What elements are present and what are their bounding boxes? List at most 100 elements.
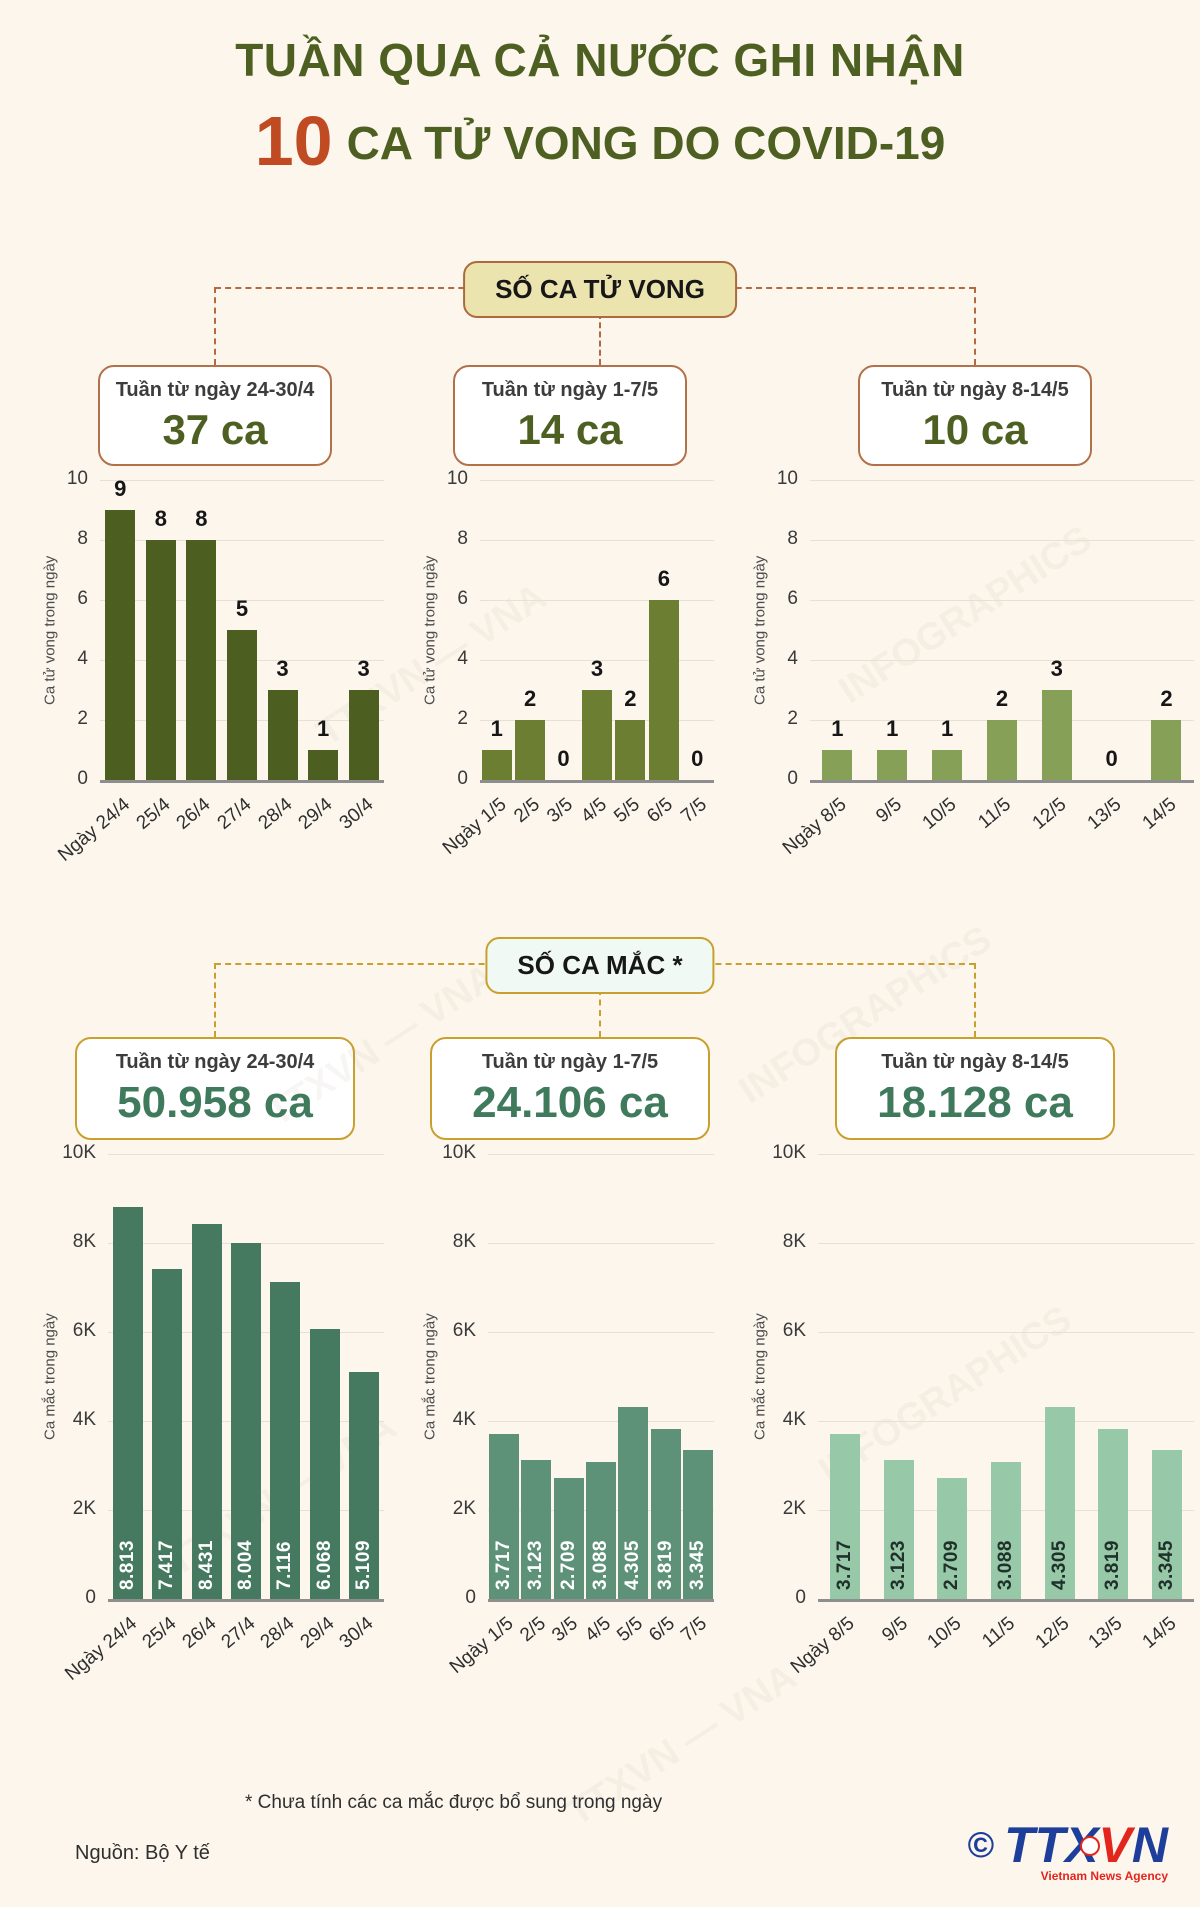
bar	[937, 1478, 968, 1600]
y-tick-label: 6K	[782, 1320, 806, 1342]
bar-slot: 8.813 Ngày 24/4	[61, 1154, 143, 1685]
bar	[270, 1282, 301, 1600]
week-card-label: Tuần từ ngày 24-30/4	[115, 379, 315, 402]
gridline	[480, 600, 714, 602]
bar-value-label: 3	[357, 656, 370, 682]
bar-slot: 2 14/5	[1138, 480, 1182, 834]
x-axis-label: 3/5	[548, 1613, 583, 1647]
logo-n: N	[1131, 1817, 1168, 1873]
chart-cases-week1: Ca mắc trong ngày 0 2K 4K 6K 8K 10K 8.813 Ngày 2…	[40, 1142, 390, 1704]
bar	[822, 750, 853, 781]
gridline	[818, 1154, 1194, 1156]
y-tick-label: 0	[795, 1587, 806, 1609]
x-axis-label: 6/5	[645, 1613, 680, 1647]
bar-value-label: 3	[276, 656, 289, 682]
week-card-label: Tuần từ ngày 1-7/5	[481, 1051, 659, 1074]
bar-value-label: 1	[886, 716, 899, 742]
x-axis-label: 7/5	[677, 1613, 712, 1647]
bar	[618, 1407, 649, 1600]
bar	[186, 540, 217, 781]
bar-slot: 5 27/4	[214, 480, 257, 834]
gridline	[818, 1243, 1194, 1245]
bar-slot: 3.717 Ngày 1/5	[446, 1154, 520, 1678]
connector-line	[599, 313, 601, 366]
x-axis-label: 11/5	[978, 1613, 1020, 1653]
week-card-value: 18.128 ca	[877, 1078, 1073, 1128]
bar	[1098, 1429, 1129, 1600]
bar-slot: 8.004 27/4	[218, 1154, 261, 1653]
gridline	[818, 1332, 1194, 1334]
y-axis-label: Ca tử vong trong ngày	[751, 555, 769, 706]
y-tick-label: 4K	[452, 1409, 476, 1431]
cases-cards-row: Tuần từ ngày 24-30/4 50.958 ca Tuần từ n…	[0, 1037, 1200, 1141]
logo-subtitle: Vietnam News Agency	[1040, 1869, 1168, 1883]
bar-value-label: 2.709	[557, 1540, 579, 1591]
week-card-value: 50.958 ca	[117, 1078, 313, 1128]
bar	[349, 1372, 380, 1600]
x-axis-label: 29/4	[296, 1613, 339, 1654]
y-tick-label: 8K	[782, 1231, 806, 1253]
bar-value-label: 2.709	[941, 1540, 963, 1591]
gridline	[108, 1154, 384, 1156]
bar-value-label: 1	[316, 716, 330, 742]
bar	[226, 630, 257, 781]
x-axis-label: 12/5	[1031, 1613, 1074, 1654]
x-axis-label: 5/5	[610, 794, 644, 828]
bar-slot: 2.709 3/5	[548, 1154, 584, 1646]
x-axis-label: 2/5	[516, 1613, 550, 1647]
deaths-badge: SỐ CA TỬ VONG	[463, 261, 737, 319]
bar	[986, 720, 1017, 781]
y-tick-label: 0	[787, 768, 798, 790]
x-axis-label: Ngày 24/4	[53, 794, 134, 867]
week-card-label: Tuần từ ngày 8-14/5	[881, 379, 1069, 402]
x-axis-label: Ngày 24/4	[61, 1613, 142, 1686]
bar	[152, 1269, 183, 1600]
week-card-cases-3: Tuần từ ngày 8-14/5 18.128 ca	[835, 1037, 1115, 1141]
y-tick-label: 0	[77, 768, 88, 790]
bars-container: 3.717 Ngày 8/5 3.123 9/5 2.709 10/5 3.088 11/5 4…	[787, 1154, 1194, 1678]
x-axis-label: 2/5	[509, 794, 544, 828]
x-axis-label: 10/5	[923, 1613, 966, 1654]
bar-slot: 3.345 7/5	[678, 1154, 713, 1646]
x-axis-label: 12/5	[1028, 794, 1071, 835]
bar-slot: 3.717 Ngày 8/5	[787, 1154, 860, 1678]
y-tick-label: 6	[77, 588, 88, 610]
x-axis-label: 7/5	[676, 794, 711, 828]
bar-value-label: 3	[590, 656, 604, 682]
bar	[1044, 1407, 1075, 1600]
bar	[615, 720, 646, 781]
y-axis-label: Ca mắc trong ngày	[421, 1313, 439, 1441]
bar-slot: 3 12/5	[1028, 480, 1072, 834]
bar-slot: 1 9/5	[872, 480, 908, 827]
bar-slot: 1 Ngày 8/5	[779, 480, 853, 859]
week-card-value: 37 ca	[162, 406, 268, 454]
x-axis-label: Ngày 8/5	[779, 794, 851, 860]
chart-deaths-week3: Ca tử vong trong ngày 0 2 4 6 8 10 1 Ngày 8/5 1 9/…	[750, 468, 1200, 885]
bar-slot: 0 7/5	[677, 480, 712, 827]
bar	[521, 1460, 552, 1600]
bar-value-label: 3.088	[994, 1540, 1016, 1591]
gridline	[480, 540, 714, 542]
x-axis-label: 30/4	[335, 794, 378, 835]
gridline	[488, 1154, 714, 1156]
y-tick-label: 6	[787, 588, 798, 610]
connector-line	[214, 287, 216, 366]
bar-value-label: 1	[831, 716, 844, 742]
cases-section-header: SỐ CA MẮC *	[0, 937, 1200, 1038]
bar	[1041, 690, 1072, 781]
y-axis-label: Ca tử vong trong ngày	[41, 555, 59, 706]
week-card-cases-1: Tuần từ ngày 24-30/4 50.958 ca	[75, 1037, 355, 1141]
y-tick-label: 4	[77, 648, 88, 670]
bar-value-label: 6.068	[313, 1540, 335, 1591]
bar-value-label: 2	[1160, 686, 1173, 712]
bar-slot: 3.123 2/5	[516, 1154, 552, 1646]
week-card-label: Tuần từ ngày 1-7/5	[481, 379, 659, 402]
bar	[308, 750, 339, 781]
bar-value-label: 3.088	[589, 1540, 611, 1591]
plot-area: 0 2 4 6 8 10 1 Ngày 1/5 2 2/5 0 3/5 3 4/5 2 5/5 6 6/5 0 7/5	[438, 468, 720, 885]
bar-slot: 1 29/4	[295, 480, 339, 834]
bar-value-label: 2	[524, 686, 537, 712]
connector-line	[685, 287, 975, 290]
plot-area: 0 2K 4K 6K 8K 10K 3.717 Ngày 1/5 3.123 2/5 2.709 3/…	[440, 1142, 720, 1704]
bar	[105, 510, 136, 781]
